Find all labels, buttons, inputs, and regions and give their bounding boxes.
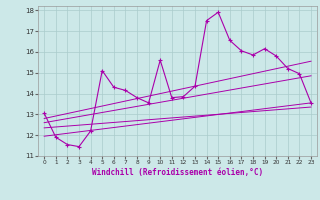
X-axis label: Windchill (Refroidissement éolien,°C): Windchill (Refroidissement éolien,°C) xyxy=(92,168,263,177)
